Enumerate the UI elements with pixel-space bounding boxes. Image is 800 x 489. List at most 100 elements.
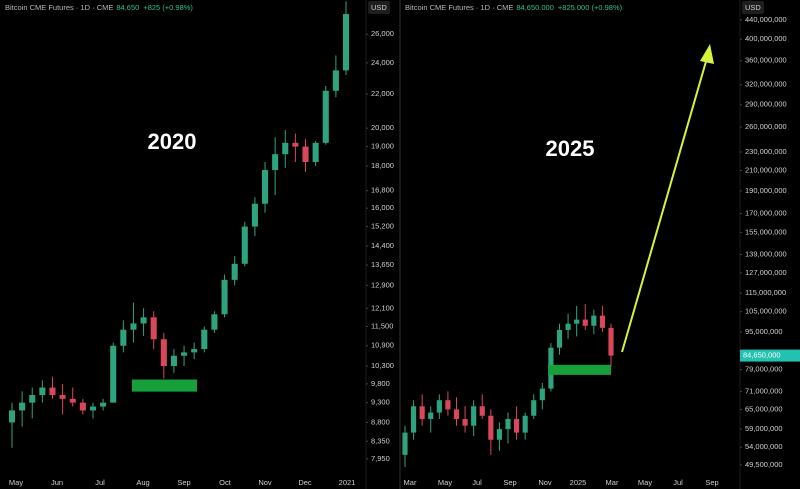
currency-box [742,1,764,14]
candle-body [496,429,502,440]
y-tick-label: 440,000,000 [745,15,787,24]
y-tick-label: 14,400 [371,241,394,250]
candle-body [505,419,511,430]
y-tick-label: 13,650 [371,260,394,269]
y-tick-label: 210,000,000 [745,165,787,174]
y-tick-label: 71,000,000 [745,386,783,395]
candle-body [608,327,614,356]
candle-body [191,349,198,353]
candle-body [251,203,258,227]
y-tick-label: 400,000,000 [745,34,787,43]
year-annotation: 2025 [546,136,595,161]
y-tick-label: 155,000,000 [745,227,787,236]
candle-body [342,14,350,71]
candle-body [170,355,177,367]
support-zone [132,379,197,392]
year-annotation: 2020 [148,129,197,154]
y-tick-label: 20,000 [371,123,394,132]
chart-header: Bitcoin CME Futures · 1D · CME [405,3,513,12]
candle-body [241,226,248,264]
candle-body [574,319,580,324]
candle-body [531,400,537,416]
candle-body [599,315,605,328]
candle-body [120,329,127,346]
x-tick-label: Mar [404,478,417,487]
y-tick-label: 79,000,000 [745,365,783,374]
y-tick-label: 139,000,000 [745,250,787,259]
y-tick-label: 115,000,000 [745,288,786,297]
y-tick-label: 8,350 [371,436,390,445]
candle-body [69,398,76,403]
candle-body [565,323,571,330]
candle-body [332,70,339,91]
candle-body [79,402,86,411]
x-tick-label: Jul [472,478,482,487]
candle-body [479,406,485,416]
support-zone [548,364,611,375]
candle-body [411,406,417,433]
candle-body [453,409,460,420]
y-tick-label: 105,000,000 [745,307,787,316]
arrow-line [621,57,708,353]
header-price: 84,650 [116,3,139,12]
trend-arrow [621,44,714,353]
candle-body [539,388,545,401]
x-tick-label: Jul [673,478,683,487]
candle-body [282,142,289,155]
candle-body [436,400,442,413]
y-tick-label: 10,900 [371,341,394,350]
y-tick-label: 12,900 [371,280,394,289]
candle-body [471,406,477,426]
y-tick-label: 360,000,000 [745,56,787,65]
y-tick-label: 59,000,000 [745,424,783,433]
y-tick-label: 16,800 [371,186,394,195]
candle-body [19,402,26,411]
candle-body [322,90,329,143]
currency-label: USD [371,3,387,12]
y-tick-label: 260,000,000 [745,122,787,131]
y-tick-label: 95,000,000 [745,327,783,336]
candle-body [89,406,97,411]
y-tick-label: 190,000,000 [745,186,787,195]
candle-body [261,169,269,204]
candle-body [514,419,520,433]
x-tick-label: Jun [51,478,63,487]
x-tick-label: Mar [606,478,619,487]
candle-body [231,263,238,280]
currency-box [368,1,390,14]
x-tick-label: May [638,478,652,487]
y-tick-label: 19,000 [371,142,394,151]
candle-body [488,415,494,440]
candle-body [39,387,46,396]
candle-body [221,279,228,315]
header-change: +825.000 (+0.98%) [558,3,623,12]
x-tick-label: Sep [705,478,718,487]
x-tick-label: Nov [538,478,552,487]
candle-body [8,410,16,423]
candle-body [59,395,66,399]
x-tick-label: 2021 [339,478,356,487]
y-tick-label: 26,000 [371,29,394,38]
candle-body [591,315,597,326]
candle-body [211,314,218,330]
candle-body [419,406,425,420]
candle-body [402,432,408,455]
candle-body [181,352,188,356]
x-tick-label: Oct [219,478,232,487]
candle-body [29,395,36,403]
y-tick-label: 230,000,000 [745,147,787,156]
candle-body [522,415,528,433]
candle-body [556,329,563,348]
candle-body [160,339,167,367]
x-tick-label: Jul [95,478,105,487]
candle-body [445,400,451,410]
y-tick-label: 24,000 [371,58,394,67]
x-tick-label: May [438,478,452,487]
charts: Bitcoin CME Futures · 1D · CME 84,650 +825… [5,1,800,487]
candle-body [201,329,208,350]
header-change: +825 (+0.98%) [143,3,193,12]
candle-body [312,142,319,163]
x-tick-label: Sep [177,478,190,487]
last-price-label: 84,650,000 [743,351,781,360]
